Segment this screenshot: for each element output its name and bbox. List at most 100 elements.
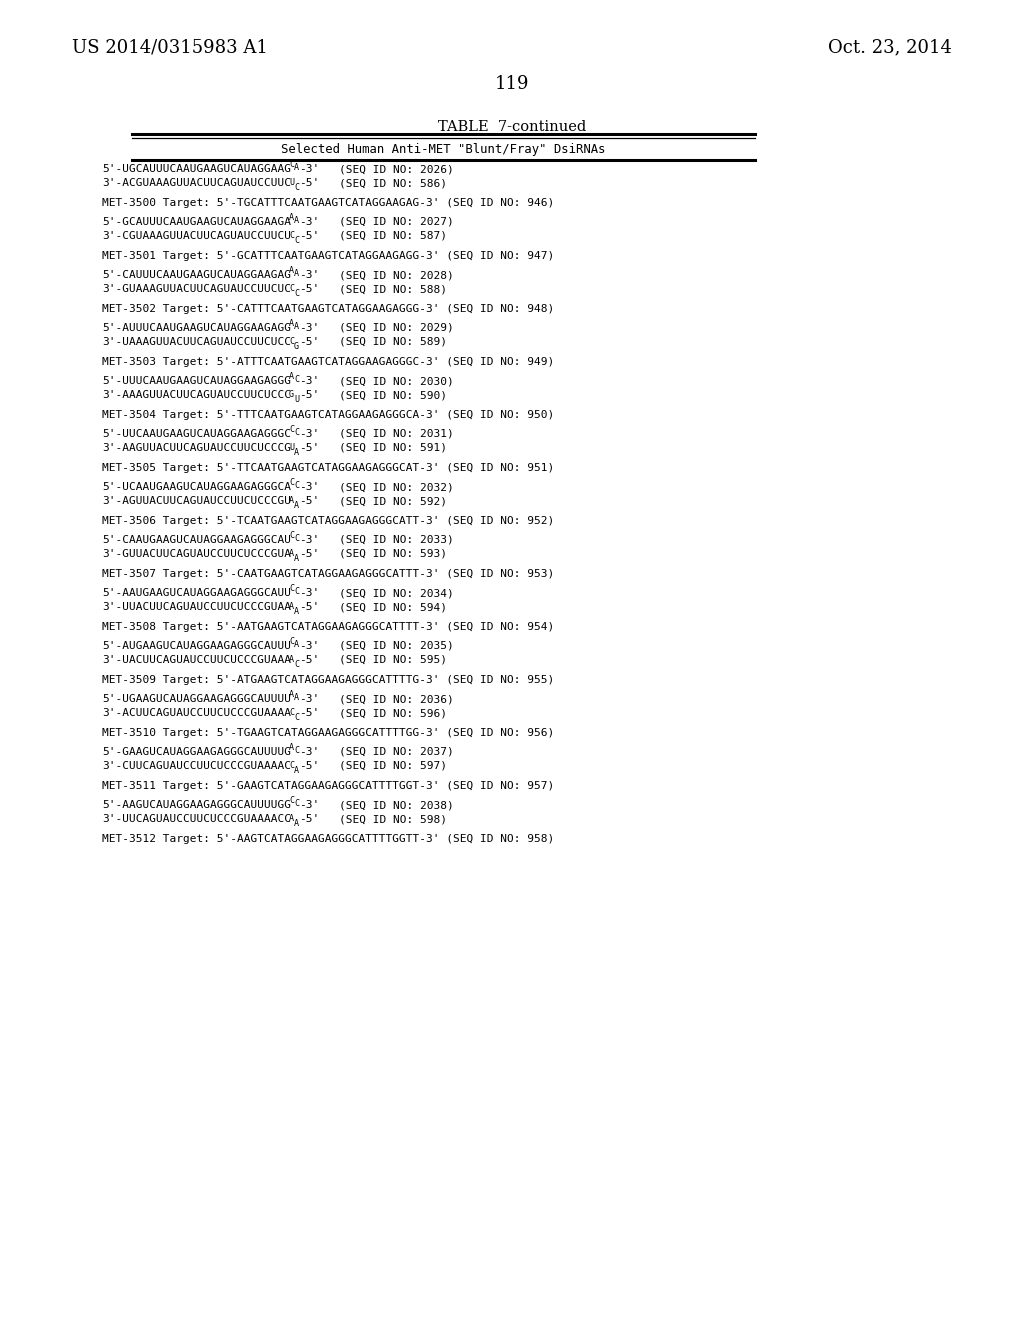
Text: -3': -3' bbox=[299, 429, 319, 440]
Text: 119: 119 bbox=[495, 75, 529, 92]
Text: A: A bbox=[294, 269, 299, 279]
Text: MET-3510 Target: 5'-TGAAGTCATAGGAAGAGGGCATTTTGG-3' (SEQ ID NO: 956): MET-3510 Target: 5'-TGAAGTCATAGGAAGAGGGC… bbox=[102, 729, 554, 738]
Text: US 2014/0315983 A1: US 2014/0315983 A1 bbox=[72, 38, 268, 55]
Text: C: C bbox=[289, 425, 294, 434]
Text: 3'-AAAGUUACUUCAGUAUCCUUCUCCC: 3'-AAAGUUACUUCAGUAUCCUUCUCCC bbox=[102, 389, 291, 400]
Text: MET-3500 Target: 5'-TGCATTTCAATGAAGTCATAGGAAGAG-3' (SEQ ID NO: 946): MET-3500 Target: 5'-TGCATTTCAATGAAGTCATA… bbox=[102, 198, 554, 209]
Text: C: C bbox=[294, 236, 299, 246]
Text: A: A bbox=[294, 554, 299, 564]
Text: MET-3511 Target: 5'-GAAGTCATAGGAAGAGGGCATTTTGGT-3' (SEQ ID NO: 957): MET-3511 Target: 5'-GAAGTCATAGGAAGAGGGCA… bbox=[102, 781, 554, 791]
Text: -3': -3' bbox=[299, 535, 319, 545]
Text: Selected Human Anti-MET "Blunt/Fray" DsiRNAs: Selected Human Anti-MET "Blunt/Fray" Dsi… bbox=[282, 143, 606, 156]
Text: (SEQ ID NO: 2038): (SEQ ID NO: 2038) bbox=[339, 800, 454, 810]
Text: -3': -3' bbox=[299, 216, 319, 227]
Text: (SEQ ID NO: 2037): (SEQ ID NO: 2037) bbox=[339, 747, 454, 756]
Text: A: A bbox=[289, 814, 294, 822]
Text: A: A bbox=[289, 655, 294, 664]
Text: (SEQ ID NO: 2029): (SEQ ID NO: 2029) bbox=[339, 323, 454, 333]
Text: C: C bbox=[289, 583, 294, 593]
Text: -3': -3' bbox=[299, 800, 319, 810]
Text: (SEQ ID NO: 593): (SEQ ID NO: 593) bbox=[339, 549, 447, 558]
Text: 5'-UUCAAUGAAGUCAUAGGAAGAGGGC: 5'-UUCAAUGAAGUCAUAGGAAGAGGGC bbox=[102, 429, 291, 440]
Text: -3': -3' bbox=[299, 694, 319, 704]
Text: (SEQ ID NO: 594): (SEQ ID NO: 594) bbox=[339, 602, 447, 612]
Text: 3'-UUACUUCAGUAUCCUUCUCCCGUAA: 3'-UUACUUCAGUAUCCUUCUCCCGUAA bbox=[102, 602, 291, 612]
Text: A: A bbox=[294, 162, 299, 172]
Text: (SEQ ID NO: 591): (SEQ ID NO: 591) bbox=[339, 444, 447, 453]
Text: -5': -5' bbox=[299, 337, 319, 347]
Text: MET-3506 Target: 5'-TCAATGAAGTCATAGGAAGAGGGCATT-3' (SEQ ID NO: 952): MET-3506 Target: 5'-TCAATGAAGTCATAGGAAGA… bbox=[102, 516, 554, 525]
Text: A: A bbox=[289, 213, 294, 222]
Text: 3'-UACUUCAGUAUCCUUCUCCCGUAAA: 3'-UACUUCAGUAUCCUUCUCCCGUAAA bbox=[102, 655, 291, 665]
Text: (SEQ ID NO: 592): (SEQ ID NO: 592) bbox=[339, 496, 447, 506]
Text: (SEQ ID NO: 597): (SEQ ID NO: 597) bbox=[339, 762, 447, 771]
Text: 3'-ACUUCAGUAUCCUUCUCCCGUAAAA: 3'-ACUUCAGUAUCCUUCUCCCGUAAAA bbox=[102, 708, 291, 718]
Text: 3'-CUUCAGUAUCCUUCUCCCGUAAAAC: 3'-CUUCAGUAUCCUUCUCCCGUAAAAC bbox=[102, 762, 291, 771]
Text: 3'-GUAAAGUUACUUCAGUAUCCUUCUC: 3'-GUAAAGUUACUUCAGUAUCCUUCUC bbox=[102, 284, 291, 294]
Text: A: A bbox=[289, 690, 294, 700]
Text: -5': -5' bbox=[299, 389, 319, 400]
Text: 3'-ACGUAAAGUUACUUCAGUAUCCUUC: 3'-ACGUAAAGUUACUUCAGUAUCCUUC bbox=[102, 178, 291, 187]
Text: 5'-AUGAAGUCAUAGGAAGAGGGCAUUU: 5'-AUGAAGUCAUAGGAAGAGGGCAUUU bbox=[102, 642, 291, 651]
Text: -5': -5' bbox=[299, 496, 319, 506]
Text: (SEQ ID NO: 587): (SEQ ID NO: 587) bbox=[339, 231, 447, 242]
Text: MET-3507 Target: 5'-CAATGAAGTCATAGGAAGAGGGCATTT-3' (SEQ ID NO: 953): MET-3507 Target: 5'-CAATGAAGTCATAGGAAGAG… bbox=[102, 569, 554, 579]
Text: 5'-GCAUUUCAAUGAAGUCAUAGGAAGA: 5'-GCAUUUCAAUGAAGUCAUAGGAAGA bbox=[102, 216, 291, 227]
Text: Oct. 23, 2014: Oct. 23, 2014 bbox=[828, 38, 952, 55]
Text: -5': -5' bbox=[299, 655, 319, 665]
Text: C: C bbox=[289, 708, 294, 717]
Text: (SEQ ID NO: 588): (SEQ ID NO: 588) bbox=[339, 284, 447, 294]
Text: A: A bbox=[294, 818, 299, 828]
Text: A: A bbox=[289, 496, 294, 506]
Text: C: C bbox=[289, 478, 294, 487]
Text: A: A bbox=[289, 372, 294, 381]
Text: A: A bbox=[294, 607, 299, 616]
Text: (SEQ ID NO: 595): (SEQ ID NO: 595) bbox=[339, 655, 447, 665]
Text: 3'-AAGUUACUUCAGUAUCCUUCUCCCG: 3'-AAGUUACUUCAGUAUCCUUCUCCCG bbox=[102, 444, 291, 453]
Text: MET-3503 Target: 5'-ATTTCAATGAAGTCATAGGAAGAGGGC-3' (SEQ ID NO: 949): MET-3503 Target: 5'-ATTTCAATGAAGTCATAGGA… bbox=[102, 356, 554, 367]
Text: C: C bbox=[289, 231, 294, 240]
Text: A: A bbox=[294, 216, 299, 224]
Text: MET-3504 Target: 5'-TTTCAATGAAGTCATAGGAAGAGGGCA-3' (SEQ ID NO: 950): MET-3504 Target: 5'-TTTCAATGAAGTCATAGGAA… bbox=[102, 411, 554, 420]
Text: MET-3508 Target: 5'-AATGAAGTCATAGGAAGAGGGCATTTT-3' (SEQ ID NO: 954): MET-3508 Target: 5'-AATGAAGTCATAGGAAGAGG… bbox=[102, 622, 554, 632]
Text: MET-3501 Target: 5'-GCATTTCAATGAAGTCATAGGAAGAGG-3' (SEQ ID NO: 947): MET-3501 Target: 5'-GCATTTCAATGAAGTCATAG… bbox=[102, 251, 554, 261]
Text: -5': -5' bbox=[299, 602, 319, 612]
Text: C: C bbox=[289, 796, 294, 805]
Text: (SEQ ID NO: 2027): (SEQ ID NO: 2027) bbox=[339, 216, 454, 227]
Text: C: C bbox=[294, 375, 299, 384]
Text: 3'-AGUUACUUCAGUAUCCUUCUCCCGU: 3'-AGUUACUUCAGUAUCCUUCUCCCGU bbox=[102, 496, 291, 506]
Text: (SEQ ID NO: 2026): (SEQ ID NO: 2026) bbox=[339, 164, 454, 174]
Text: 5'-UGAAGUCAUAGGAAGAGGGCAUUUU: 5'-UGAAGUCAUAGGAAGAGGGCAUUUU bbox=[102, 694, 291, 704]
Text: TABLE  7-continued: TABLE 7-continued bbox=[438, 120, 586, 135]
Text: C: C bbox=[294, 480, 299, 490]
Text: (SEQ ID NO: 2033): (SEQ ID NO: 2033) bbox=[339, 535, 454, 545]
Text: C: C bbox=[294, 799, 299, 808]
Text: A: A bbox=[294, 322, 299, 331]
Text: -3': -3' bbox=[299, 323, 319, 333]
Text: -5': -5' bbox=[299, 549, 319, 558]
Text: 5'-AAUGAAGUCAUAGGAAGAGGGCAUU: 5'-AAUGAAGUCAUAGGAAGAGGGCAUU bbox=[102, 587, 291, 598]
Text: 3'-GUUACUUCAGUAUCCUUCUCCCGUA: 3'-GUUACUUCAGUAUCCUUCUCCCGUA bbox=[102, 549, 291, 558]
Text: (SEQ ID NO: 590): (SEQ ID NO: 590) bbox=[339, 389, 447, 400]
Text: -3': -3' bbox=[299, 482, 319, 492]
Text: (SEQ ID NO: 589): (SEQ ID NO: 589) bbox=[339, 337, 447, 347]
Text: C: C bbox=[289, 160, 294, 169]
Text: C: C bbox=[294, 713, 299, 722]
Text: (SEQ ID NO: 596): (SEQ ID NO: 596) bbox=[339, 708, 447, 718]
Text: C: C bbox=[294, 587, 299, 597]
Text: -5': -5' bbox=[299, 814, 319, 824]
Text: U: U bbox=[294, 395, 299, 404]
Text: A: A bbox=[289, 743, 294, 752]
Text: 5'-UCAAUGAAGUCAUAGGAAGAGGGCA: 5'-UCAAUGAAGUCAUAGGAAGAGGGCA bbox=[102, 482, 291, 492]
Text: MET-3509 Target: 5'-ATGAAGTCATAGGAAGAGGGCATTTTG-3' (SEQ ID NO: 955): MET-3509 Target: 5'-ATGAAGTCATAGGAAGAGGG… bbox=[102, 675, 554, 685]
Text: -5': -5' bbox=[299, 762, 319, 771]
Text: 5'-UGCAUUUCAAUGAAGUCAUAGGAAG: 5'-UGCAUUUCAAUGAAGUCAUAGGAAG bbox=[102, 164, 291, 174]
Text: -5': -5' bbox=[299, 444, 319, 453]
Text: A: A bbox=[294, 640, 299, 649]
Text: 3'-UUCAGUAUCCUUCUCCCGUAAAACC: 3'-UUCAGUAUCCUUCUCCCGUAAAACC bbox=[102, 814, 291, 824]
Text: 5'-AAGUCAUAGGAAGAGGGCAUUUUGG: 5'-AAGUCAUAGGAAGAGGGCAUUUUGG bbox=[102, 800, 291, 810]
Text: -3': -3' bbox=[299, 271, 319, 280]
Text: C: C bbox=[289, 337, 294, 346]
Text: (SEQ ID NO: 2028): (SEQ ID NO: 2028) bbox=[339, 271, 454, 280]
Text: (SEQ ID NO: 2030): (SEQ ID NO: 2030) bbox=[339, 376, 454, 385]
